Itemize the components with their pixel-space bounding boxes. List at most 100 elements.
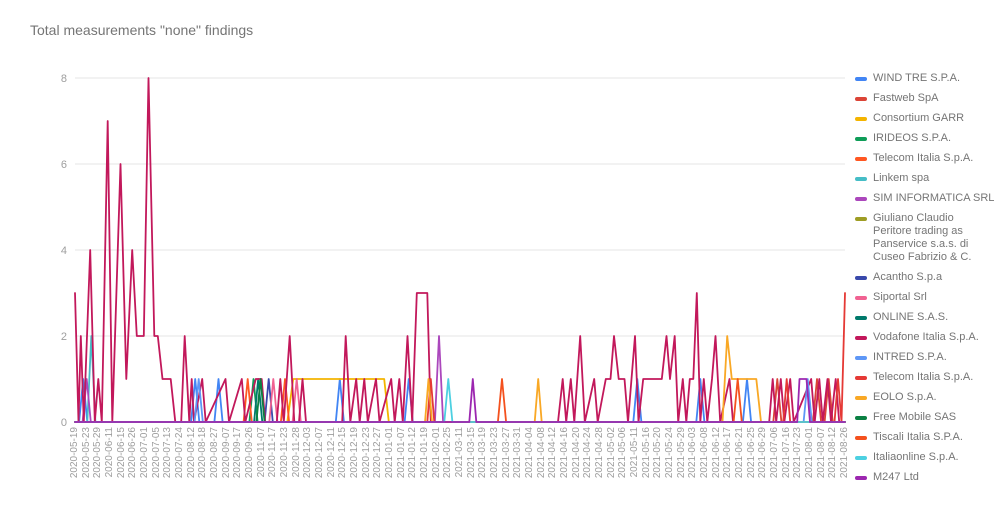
- x-axis-label: 2020-08-27: [209, 427, 220, 479]
- y-axis-label: 8: [61, 73, 67, 85]
- legend-item-telecom-italia-s-p-a: Telecom Italia S.p.A.: [855, 152, 995, 165]
- legend-swatch: [855, 316, 867, 320]
- x-axis-label: 2020-09-07: [220, 427, 232, 479]
- x-axis-label: 2021-02-25: [442, 427, 454, 479]
- x-axis-label: 2020-06-11: [104, 427, 115, 478]
- x-axis-label: 2020-11-23: [279, 427, 290, 478]
- legend-label: Free Mobile SAS: [873, 411, 957, 423]
- x-axis-label: 2021-04-16: [559, 427, 570, 479]
- legend-swatch: [855, 376, 867, 380]
- x-axis-label: 2020-09-17: [232, 427, 244, 479]
- legend-label: ONLINE S.A.S.: [873, 311, 949, 323]
- legend-label: Tiscali Italia S.P.A.: [873, 431, 963, 443]
- legend-label: Telecom Italia S.p.A.: [873, 371, 974, 383]
- x-axis-label: 2021-08-26: [839, 427, 850, 479]
- legend-swatch: [855, 97, 867, 101]
- legend-label: Siportal Srl: [873, 291, 927, 303]
- y-axis-label: 4: [61, 245, 67, 257]
- x-axis-label: 2020-08-12: [185, 427, 197, 479]
- x-axis-label: 2021-06-29: [757, 427, 769, 479]
- x-axis-label: 2021-06-12: [710, 427, 722, 479]
- legend-item-acantho-s-p-a: Acantho S.p.a: [855, 271, 995, 284]
- legend-item-linkem-spa: Linkem spa: [855, 172, 995, 185]
- x-axis-label: 2021-07-16: [780, 427, 792, 479]
- legend-label: Acantho S.p.a: [873, 271, 943, 283]
- legend: WIND TRE S.P.A. Fastweb SpA Consortium GAR…: [855, 72, 995, 484]
- legend-item-wind-tre-s-p-a: WIND TRE S.P.A.: [855, 72, 995, 85]
- legend-label: Giuliano Claudio Peritore trading as Pan…: [873, 212, 972, 263]
- legend-item-giuliano-claudio-peritore-tr: Giuliano Claudio Peritore trading as Pan…: [855, 212, 995, 264]
- x-axis-label: 2021-03-27: [500, 427, 512, 479]
- legend-item-sim-informatica-srl: SIM INFORMATICA SRL: [855, 192, 995, 205]
- x-axis-label: 2020-12-07: [314, 427, 325, 479]
- legend-label: SIM INFORMATICA SRL: [873, 192, 995, 204]
- legend-item-fastweb-spa: Fastweb SpA: [855, 92, 995, 105]
- x-axis-label: 2021-01-12: [407, 427, 419, 479]
- x-axis-label: 2021-06-21: [734, 427, 745, 479]
- legend-label: INTRED S.P.A.: [873, 351, 947, 363]
- x-axis-label: 2021-04-20: [570, 427, 582, 479]
- x-axis-label: 2021-04-24: [582, 427, 594, 479]
- x-axis-label: 2021-06-25: [745, 427, 757, 479]
- legend-item-siportal-srl: Siportal Srl: [855, 291, 995, 304]
- legend-item-vodafone-italia-s-p-a: Vodafone Italia S.p.A.: [855, 331, 995, 344]
- x-axis-label: 2020-08-18: [197, 427, 209, 479]
- y-axis-label: 2: [61, 331, 67, 343]
- series-line-vodafone-italia-s-p-a: [74, 77, 846, 423]
- x-axis-label: 2021-05-16: [640, 427, 652, 479]
- legend-label: WIND TRE S.P.A.: [873, 72, 961, 84]
- x-axis-label: 2021-04-12: [547, 427, 559, 479]
- x-axis-label: 2020-11-28: [290, 427, 302, 478]
- x-axis-label: 2021-05-24: [664, 427, 675, 479]
- y-axis-label: 0: [61, 417, 67, 429]
- legend-label: EOLO S.p.A.: [873, 391, 937, 403]
- x-axis-label: 2020-05-23: [80, 427, 92, 479]
- x-axis-label: 2020-12-19: [349, 427, 360, 479]
- x-axis-label: 2021-01-01: [384, 427, 395, 479]
- x-axis-label: 2021-08-01: [804, 427, 815, 479]
- legend-swatch: [855, 416, 867, 420]
- legend-label: Vodafone Italia S.p.A.: [873, 331, 979, 343]
- legend-swatch: [855, 77, 867, 81]
- x-axis-label: 2021-03-11: [454, 427, 465, 478]
- legend-swatch: [855, 336, 867, 340]
- x-axis-label: 2021-03-15: [465, 427, 477, 479]
- legend-swatch: [855, 117, 867, 121]
- legend-item-intred-s-p-a: INTRED S.P.A.: [855, 351, 995, 364]
- legend-swatch: [855, 177, 867, 181]
- legend-item-m247-ltd: M247 Ltd: [855, 471, 995, 484]
- x-axis-label: 2021-05-06: [617, 427, 629, 479]
- x-axis-label: 2021-03-31: [512, 427, 524, 479]
- legend-swatch: [855, 276, 867, 280]
- x-axis-label: 2021-04-08: [535, 427, 547, 479]
- x-axis-label: 2021-05-11: [629, 427, 640, 478]
- legend-swatch: [855, 296, 867, 300]
- series-line-m247-ltd: [74, 378, 846, 423]
- x-axis-label: 2021-03-19: [477, 427, 489, 479]
- legend-swatch: [855, 157, 867, 161]
- legend-label: IRIDEOS S.P.A.: [873, 132, 952, 144]
- x-axis-label: 2020-12-27: [372, 427, 384, 479]
- x-axis-label: 2020-12-15: [337, 427, 349, 479]
- x-axis-label: 2020-07-01: [139, 427, 150, 479]
- x-axis-label: 2021-03-23: [489, 427, 500, 479]
- x-axis-label: 2020-09-26: [244, 427, 255, 479]
- x-axis-label: 2020-11-17: [267, 427, 279, 478]
- x-axis-label: 2021-01-07: [395, 427, 407, 479]
- legend-label: Fastweb SpA: [873, 92, 939, 104]
- x-axis-label: 2021-02-01: [430, 427, 442, 479]
- x-axis-label: 2021-07-23: [792, 427, 804, 479]
- legend-swatch: [855, 137, 867, 141]
- x-axis-label: 2020-07-13: [162, 427, 174, 479]
- x-axis-label: 2021-06-17: [722, 427, 734, 479]
- x-axis-label: 2020-05-29: [92, 427, 104, 479]
- legend-label: M247 Ltd: [873, 471, 919, 483]
- x-axis-label: 2021-08-12: [827, 427, 839, 479]
- x-axis-label: 2020-07-05: [150, 427, 162, 479]
- legend-swatch: [855, 456, 867, 460]
- legend-item-online-s-a-s: ONLINE S.A.S.: [855, 311, 995, 324]
- x-axis-label: 2020-12-23: [360, 427, 372, 479]
- legend-swatch: [855, 436, 867, 440]
- legend-label: Consortium GARR: [873, 112, 965, 124]
